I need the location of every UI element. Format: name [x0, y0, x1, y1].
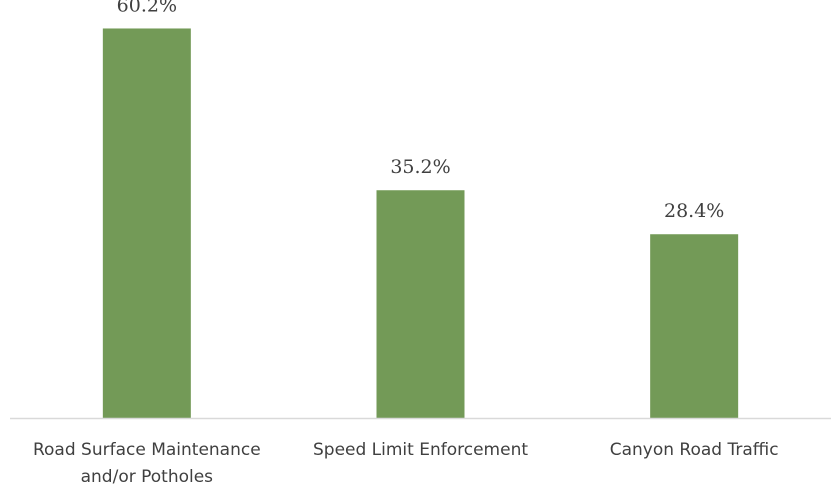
category-label-2-line-1: Speed Limit Enforcement [313, 440, 528, 460]
category-label-3: Canyon Road Traffic [610, 440, 779, 460]
category-label-2: Speed Limit Enforcement [313, 440, 528, 460]
bar-2 [376, 190, 465, 418]
bars-group [102, 28, 739, 419]
category-label-1-line-1: Road Surface Maintenance [33, 440, 261, 460]
category-labels-group: Road Surface Maintenance and/or Potholes S… [33, 440, 779, 487]
value-labels-group: 60.2% 35.2% 28.4% [117, 0, 725, 222]
data-label-2: 35.2% [390, 156, 450, 178]
category-label-1-line-2: and/or Potholes [81, 467, 214, 487]
data-label-1: 60.2% [117, 0, 177, 16]
data-label-3: 28.4% [664, 200, 724, 222]
category-label-3-line-1: Canyon Road Traffic [610, 440, 779, 460]
category-label-1: Road Surface Maintenance and/or Potholes [33, 440, 261, 487]
bar-1 [102, 28, 191, 419]
bar-3 [650, 234, 739, 418]
